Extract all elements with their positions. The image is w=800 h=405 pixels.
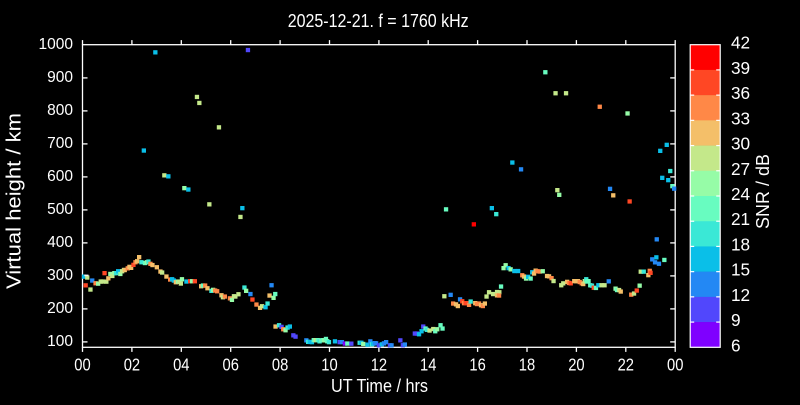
svg-text:900: 900 xyxy=(47,69,73,86)
svg-text:700: 700 xyxy=(47,135,73,152)
svg-text:200: 200 xyxy=(47,300,73,317)
svg-text:00: 00 xyxy=(74,355,91,375)
svg-text:02: 02 xyxy=(124,355,140,375)
svg-text:600: 600 xyxy=(47,168,73,185)
svg-text:14: 14 xyxy=(420,355,437,375)
svg-text:00: 00 xyxy=(667,355,684,375)
svg-text:300: 300 xyxy=(47,267,73,284)
svg-text:22: 22 xyxy=(618,355,634,375)
svg-text:10: 10 xyxy=(321,355,338,375)
svg-text:100: 100 xyxy=(47,333,73,350)
svg-text:24: 24 xyxy=(731,184,751,204)
svg-text:500: 500 xyxy=(47,201,73,218)
svg-text:2025-12-21. f = 1760 kHz: 2025-12-21. f = 1760 kHz xyxy=(288,10,469,31)
svg-text:36: 36 xyxy=(731,83,750,103)
svg-text:42: 42 xyxy=(731,33,750,53)
svg-text:16: 16 xyxy=(469,355,485,375)
svg-text:9: 9 xyxy=(731,310,741,330)
svg-text:30: 30 xyxy=(731,134,750,154)
svg-text:20: 20 xyxy=(568,355,585,375)
svg-text:12: 12 xyxy=(731,285,750,305)
svg-text:06: 06 xyxy=(223,355,239,375)
svg-text:6: 6 xyxy=(731,335,741,355)
svg-text:Virtual height / km: Virtual height / km xyxy=(4,113,26,289)
svg-text:SNR / dB: SNR / dB xyxy=(753,154,773,229)
svg-text:800: 800 xyxy=(47,102,73,119)
svg-text:04: 04 xyxy=(173,355,190,375)
svg-text:21: 21 xyxy=(731,209,750,229)
svg-text:15: 15 xyxy=(731,260,750,280)
svg-text:08: 08 xyxy=(272,355,288,375)
svg-text:400: 400 xyxy=(47,234,73,251)
svg-text:UT Time / hrs: UT Time / hrs xyxy=(331,376,428,396)
svg-text:18: 18 xyxy=(519,355,535,375)
svg-text:12: 12 xyxy=(371,355,387,375)
svg-text:27: 27 xyxy=(731,159,750,179)
svg-text:39: 39 xyxy=(731,58,750,78)
svg-text:1000: 1000 xyxy=(39,36,74,53)
svg-text:18: 18 xyxy=(731,234,750,254)
svg-text:33: 33 xyxy=(731,108,750,128)
